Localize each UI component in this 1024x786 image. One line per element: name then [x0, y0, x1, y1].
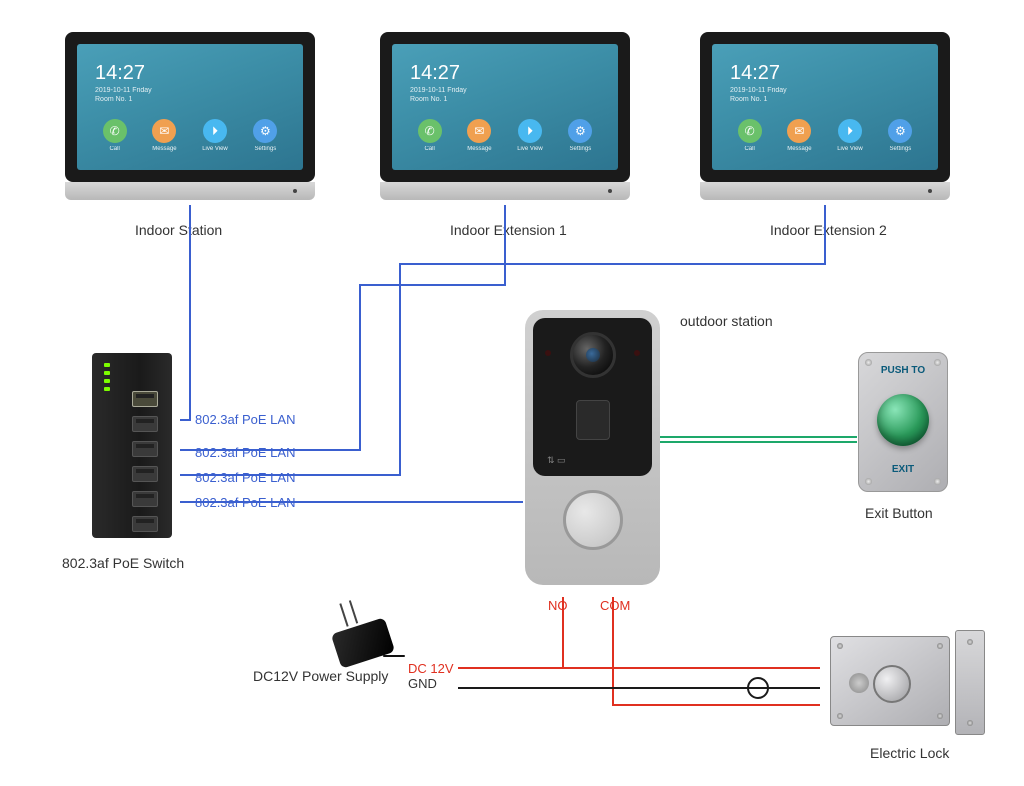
app-settings: ⚙ Settings [253, 119, 277, 152]
app-icon: ⚙ [253, 119, 277, 143]
app-label: Settings [255, 146, 277, 152]
app-label: Live View [517, 146, 543, 152]
power-supply-label: DC12V Power Supply [253, 668, 388, 684]
exit-button-top-text: PUSH TO [881, 365, 925, 376]
app-settings: ⚙ Settings [888, 119, 912, 152]
exit-button-label: Exit Button [865, 505, 933, 521]
indoor-monitor-label-1: Indoor Extension 1 [450, 222, 567, 238]
screen-date: 2019-10-11 FridayRoom No. 1 [730, 86, 787, 104]
card-reader-icon [576, 400, 610, 440]
app-icon: ⚙ [568, 119, 592, 143]
app-icon: ✆ [103, 119, 127, 143]
poe-lan-label-1: 802.3af PoE LAN [195, 445, 295, 460]
poe-lan-label-2: 802.3af PoE LAN [195, 470, 295, 485]
app-label: Message [787, 146, 811, 152]
ethernet-port-icon [132, 516, 158, 532]
app-icon: ⏵ [518, 119, 542, 143]
app-icon: ✉ [152, 119, 176, 143]
app-message: ✉ Message [467, 119, 491, 152]
app-icon: ⚙ [888, 119, 912, 143]
no-wire-label: NO [548, 598, 568, 613]
app-label: Message [467, 146, 491, 152]
app-label: Call [109, 146, 119, 152]
electric-lock-label: Electric Lock [870, 745, 949, 761]
indoor-monitor-label-2: Indoor Extension 2 [770, 222, 887, 238]
screen-date: 2019-10-11 FridayRoom No. 1 [410, 86, 467, 104]
exit-button: PUSH TO EXIT [858, 352, 948, 492]
ethernet-port-icon [132, 491, 158, 507]
app-live-view: ⏵ Live View [517, 119, 543, 152]
app-live-view: ⏵ Live View [837, 119, 863, 152]
ethernet-port-icon [132, 416, 158, 432]
poe-switch [92, 353, 172, 538]
gnd-label: GND [408, 676, 437, 691]
indoor-monitor-label-0: Indoor Station [135, 222, 222, 238]
lock-knob-icon [873, 665, 911, 703]
indoor-monitor-2: 14:27 2019-10-11 FridayRoom No. 1 ✆ Call… [700, 32, 950, 202]
camera-icon [570, 332, 616, 378]
indoor-monitor-1: 14:27 2019-10-11 FridayRoom No. 1 ✆ Call… [380, 32, 630, 202]
screen-time: 14:27 [410, 62, 460, 85]
app-call: ✆ Call [103, 119, 127, 152]
dc12v-label: DC 12V [408, 661, 454, 676]
app-label: Live View [837, 146, 863, 152]
app-icon: ✉ [467, 119, 491, 143]
poe-lan-label-0: 802.3af PoE LAN [195, 412, 295, 427]
screen-date: 2019-10-11 FridayRoom No. 1 [95, 86, 152, 104]
app-icon: ⏵ [203, 119, 227, 143]
app-label: Call [424, 146, 434, 152]
app-icon: ✆ [418, 119, 442, 143]
nfc-icon: ⇅ ▭ [547, 455, 566, 466]
app-icon: ✉ [787, 119, 811, 143]
app-call: ✆ Call [418, 119, 442, 152]
ethernet-port-icon [132, 391, 158, 407]
app-live-view: ⏵ Live View [202, 119, 228, 152]
app-settings: ⚙ Settings [568, 119, 592, 152]
outdoor-station-label: outdoor station [680, 313, 773, 329]
exit-button-bottom-text: EXIT [892, 464, 914, 475]
app-label: Settings [570, 146, 592, 152]
app-label: Call [744, 146, 754, 152]
ethernet-port-icon [132, 441, 158, 457]
com-wire-label: COM [600, 598, 630, 613]
indoor-monitor-0: 14:27 2019-10-11 FridayRoom No. 1 ✆ Call… [65, 32, 315, 202]
app-label: Settings [890, 146, 912, 152]
app-icon: ⏵ [838, 119, 862, 143]
app-message: ✉ Message [787, 119, 811, 152]
screen-time: 14:27 [730, 62, 780, 85]
app-call: ✆ Call [738, 119, 762, 152]
app-label: Message [152, 146, 176, 152]
app-label: Live View [202, 146, 228, 152]
app-message: ✉ Message [152, 119, 176, 152]
power-supply [335, 625, 391, 661]
app-icon: ✆ [738, 119, 762, 143]
poe-switch-label: 802.3af PoE Switch [62, 555, 184, 571]
outdoor-station: ⇅ ▭ [525, 310, 660, 600]
doorbell-button-icon [563, 490, 623, 550]
exit-button-dome-icon [877, 394, 929, 446]
ethernet-port-icon [132, 466, 158, 482]
electric-lock [830, 630, 985, 735]
poe-lan-label-3: 802.3af PoE LAN [195, 495, 295, 510]
screen-time: 14:27 [95, 62, 145, 85]
keyhole-icon [849, 673, 869, 693]
